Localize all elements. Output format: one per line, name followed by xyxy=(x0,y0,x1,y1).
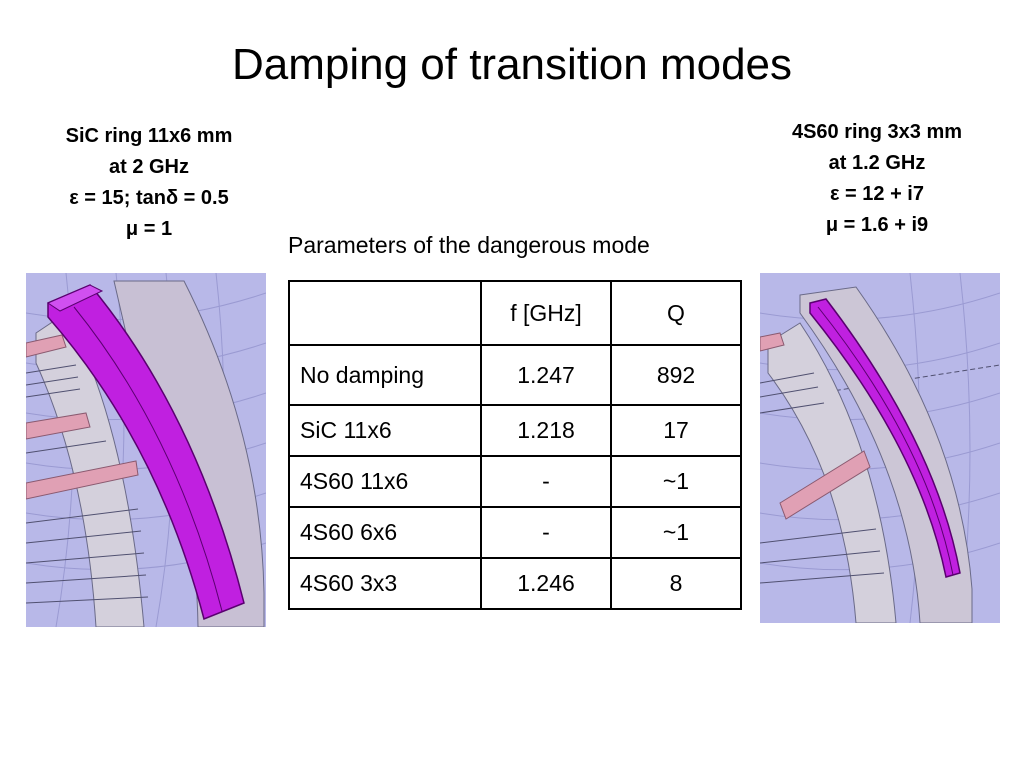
sic-ring-spec: SiC ring 11x6 mm at 2 GHz ε = 15; tanδ =… xyxy=(24,121,274,245)
sic-ring-render xyxy=(26,273,266,627)
table-header-cell xyxy=(288,280,482,346)
table-cell: 4S60 11x6 xyxy=(288,455,482,508)
table-header-cell: Q xyxy=(610,280,742,346)
table-cell: ~1 xyxy=(610,506,742,559)
4s60-ring-spec-line: ε = 12 + i7 xyxy=(829,183,924,205)
table-cell: 17 xyxy=(610,404,742,457)
table-cell: 8 xyxy=(610,557,742,610)
table-row: 4S60 3x3 1.246 8 xyxy=(288,557,742,610)
table-row: SiC 11x6 1.218 17 xyxy=(288,404,742,457)
table-cell: SiC 11x6 xyxy=(288,404,482,457)
table-row: 4S60 6x6 - ~1 xyxy=(288,506,742,559)
sic-ring-spec-line: μ = 1 xyxy=(125,218,173,240)
table-cell: 4S60 3x3 xyxy=(288,557,482,610)
sic-ring-spec-line: at 2 GHz xyxy=(108,156,190,178)
table-row: 4S60 11x6 - ~1 xyxy=(288,455,742,508)
sic-ring-spec-line: SiC ring 11x6 mm xyxy=(65,125,233,147)
table-cell: ~1 xyxy=(610,455,742,508)
4s60-ring-spec-line: at 1.2 GHz xyxy=(828,152,926,174)
slide-title: Damping of transition modes xyxy=(231,40,793,89)
table-cell: 1.246 xyxy=(480,557,612,610)
table-cell: - xyxy=(480,455,612,508)
table-header-cell: f [GHz] xyxy=(480,280,612,346)
table-cell: - xyxy=(480,506,612,559)
4s60-ring-spec: 4S60 ring 3x3 mm at 1.2 GHz ε = 12 + i7 … xyxy=(752,117,1002,241)
table-cell: 1.247 xyxy=(480,344,612,406)
table-cell: 4S60 6x6 xyxy=(288,506,482,559)
table-cell: No damping xyxy=(288,344,482,406)
4s60-ring-render xyxy=(760,273,1000,623)
table-row: No damping 1.247 892 xyxy=(288,344,742,406)
4s60-ring-spec-line: 4S60 ring 3x3 mm xyxy=(791,121,963,143)
table-cell: 892 xyxy=(610,344,742,406)
table-caption: Parameters of the dangerous mode xyxy=(288,232,650,258)
4s60-ring-spec-line: μ = 1.6 + i9 xyxy=(825,214,929,236)
sic-ring-spec-line: ε = 15; tanδ = 0.5 xyxy=(69,187,229,209)
table-cell: 1.218 xyxy=(480,404,612,457)
mode-parameters-table: f [GHz] Q No damping 1.247 892 SiC 11x6 … xyxy=(288,280,742,610)
table-header-row: f [GHz] Q xyxy=(288,280,742,346)
